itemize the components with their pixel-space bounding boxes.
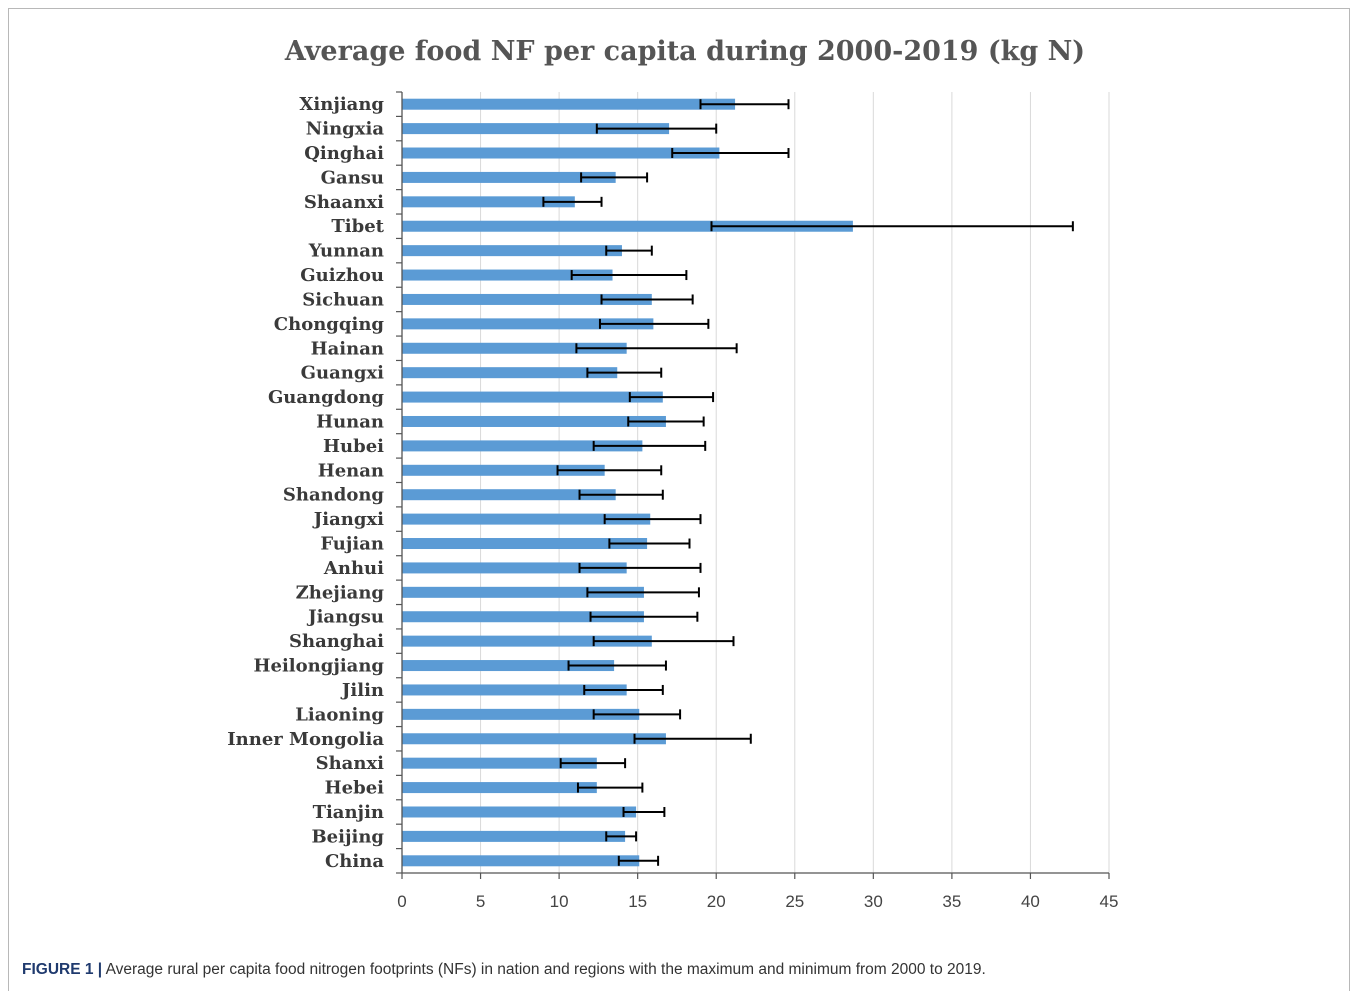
x-tick-labels: 0 5 10 15 20 25 30 35 40 45	[397, 892, 1118, 911]
bar	[402, 855, 640, 867]
category-label: Hebei	[325, 778, 384, 799]
category-label: Hunan	[316, 411, 384, 432]
bar	[402, 415, 666, 427]
category-label: Shanghai	[289, 631, 384, 652]
category-label: Jilin	[340, 680, 384, 701]
category-label: Ningxia	[306, 119, 385, 140]
x-tick-label: 20	[707, 892, 726, 911]
category-label: Inner Mongolia	[227, 729, 384, 750]
category-label: Jiangsu	[306, 607, 384, 628]
x-tick-label: 45	[1100, 892, 1119, 911]
bar	[402, 245, 622, 257]
bar	[402, 98, 736, 110]
category-label: Anhui	[323, 558, 384, 579]
gridlines	[480, 92, 1110, 873]
bar	[402, 562, 627, 574]
category-label: Chongqing	[274, 314, 385, 335]
category-label: Hubei	[323, 436, 384, 457]
bar	[402, 513, 651, 525]
bar	[402, 123, 670, 135]
bar	[402, 611, 644, 623]
error-bars	[542, 99, 1074, 866]
category-label: Tibet	[331, 216, 384, 237]
bar	[402, 367, 618, 379]
category-label: Hainan	[311, 338, 384, 359]
axes	[396, 91, 1110, 879]
category-label: Fujian	[320, 534, 384, 555]
category-label: Yunnan	[308, 241, 384, 262]
x-tick-label: 5	[476, 892, 485, 911]
caption-text: Average rural per capita food nitrogen f…	[102, 961, 986, 978]
category-label: Beijing	[311, 826, 384, 847]
bars	[402, 98, 853, 867]
x-tick-label: 30	[864, 892, 883, 911]
category-label: Guizhou	[300, 265, 384, 286]
bar	[402, 269, 613, 281]
x-tick-label: 15	[628, 892, 647, 911]
bar	[402, 830, 626, 842]
bar	[402, 733, 666, 745]
chart-title: Average food NF per capita during 2000-2…	[284, 36, 1085, 67]
category-labels: Xinjiang Ningxia Qinghai Gansu Shaanxi Tibet Y…	[227, 94, 384, 872]
x-tick-label: 35	[942, 892, 961, 911]
figure-caption: FIGURE 1 | Average rural per capita food…	[22, 961, 1342, 979]
bar	[402, 293, 652, 305]
category-label: Henan	[318, 460, 384, 481]
bar	[402, 708, 640, 720]
category-label: Zhejiang	[296, 582, 385, 603]
category-label: Qinghai	[304, 143, 384, 164]
category-label: Shaanxi	[304, 192, 384, 213]
figure-frame	[8, 8, 1350, 991]
bar	[402, 660, 615, 672]
bar	[402, 684, 627, 696]
bar	[402, 806, 637, 818]
category-label: Guangxi	[301, 363, 385, 384]
category-label: Shanxi	[316, 753, 385, 774]
bar	[402, 220, 853, 232]
bar	[402, 147, 720, 159]
bar	[402, 586, 644, 598]
category-label: Guangdong	[268, 387, 384, 408]
bar	[402, 782, 597, 794]
bar	[402, 464, 605, 476]
bar	[402, 391, 663, 403]
x-tick-label: 10	[550, 892, 569, 911]
bar	[402, 440, 643, 452]
bar	[402, 757, 597, 769]
bar-chart: Average food NF per capita during 2000-2…	[227, 36, 1118, 911]
category-label: Shandong	[283, 485, 385, 506]
x-tick-label: 25	[785, 892, 804, 911]
category-label: Liaoning	[295, 704, 384, 725]
bar	[402, 171, 616, 183]
bar	[402, 538, 648, 550]
caption-label: FIGURE 1 |	[22, 961, 103, 978]
category-label: China	[325, 851, 384, 872]
bar	[402, 635, 652, 647]
category-label: Gansu	[321, 167, 384, 188]
bar	[402, 196, 575, 208]
category-label: Heilongjiang	[254, 656, 385, 677]
category-label: Tianjin	[313, 802, 384, 823]
category-label: Sichuan	[302, 289, 384, 310]
x-tick-label: 0	[397, 892, 406, 911]
category-label: Xinjiang	[299, 94, 384, 115]
bar	[402, 318, 654, 330]
bar	[402, 342, 627, 354]
x-tick-label: 40	[1021, 892, 1040, 911]
category-label: Jiangxi	[312, 509, 384, 530]
bar	[402, 489, 616, 501]
